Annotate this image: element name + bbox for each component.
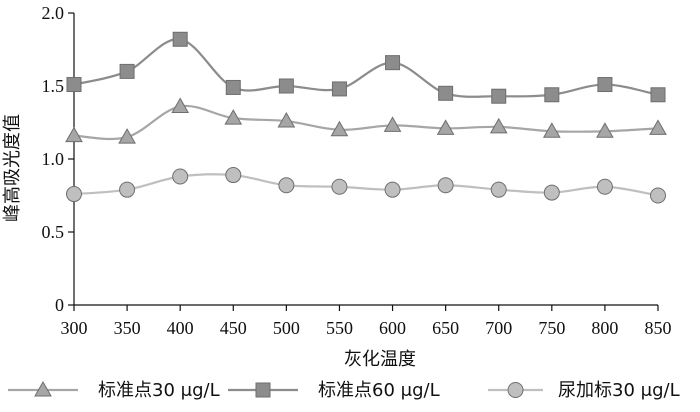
data-point-square — [331, 81, 347, 97]
x-tick-label: 450 — [220, 318, 247, 338]
data-point-triangle — [436, 119, 455, 135]
series-3 — [66, 167, 666, 204]
data-point-circle — [331, 178, 348, 195]
data-point-circle — [278, 177, 295, 194]
x-axis-title: 灰化温度 — [344, 349, 416, 370]
data-point-triangle — [330, 120, 349, 137]
legend-label: 尿加标30 μg/L — [558, 380, 680, 401]
data-point-triangle — [596, 122, 614, 138]
y-axis-title: 峰高吸光度值 — [2, 114, 23, 222]
legend-label: 标准点60 μg/L — [318, 380, 440, 401]
series-line — [73, 173, 659, 197]
data-point-triangle — [118, 128, 136, 144]
data-point-square — [119, 63, 135, 79]
series-2 — [66, 31, 666, 104]
x-tick-label: 350 — [114, 318, 141, 338]
series-1 — [65, 97, 667, 144]
data-point-square — [597, 77, 613, 93]
legend-item: 标准点60 μg/L — [228, 380, 440, 401]
legend-marker-triangle — [34, 380, 52, 397]
legend: 标准点30 μg/L 标准点60 μg/L 尿加标30 μg/L — [8, 380, 680, 401]
data-point-triangle — [649, 119, 667, 135]
data-point-triangle — [65, 126, 83, 143]
x-tick-label: 300 — [61, 318, 88, 338]
y-tick-label: 1.0 — [42, 149, 65, 169]
x-tick-label: 700 — [485, 318, 512, 338]
data-point-circle — [66, 186, 82, 203]
data-point-square — [66, 77, 82, 93]
data-point-circle — [119, 181, 136, 198]
data-point-circle — [225, 167, 242, 184]
x-tick-label: 800 — [591, 318, 618, 338]
data-point-triangle — [383, 116, 402, 132]
data-point-square — [278, 78, 294, 94]
x-tick-label: 600 — [379, 318, 406, 338]
y-tick-label: 0 — [55, 295, 64, 315]
legend-item: 标准点30 μg/L — [8, 380, 220, 401]
data-point-square — [172, 31, 188, 47]
data-point-circle — [596, 178, 613, 195]
data-point-circle — [172, 168, 189, 185]
x-tick-label: 500 — [273, 318, 300, 338]
data-point-circle — [437, 177, 454, 194]
x-axis: 300 350 400 450 500 550 600 650 700 750 800 850 — [61, 304, 672, 338]
legend-item: 尿加标30 μg/L — [488, 380, 680, 401]
data-point-square — [544, 87, 560, 103]
series-line — [73, 104, 659, 141]
data-point-triangle — [171, 97, 190, 113]
legend-marker-circle — [507, 382, 524, 398]
data-point-square — [491, 88, 507, 104]
data-point-circle — [650, 187, 666, 204]
data-point-triangle — [277, 112, 296, 128]
data-point-square — [650, 87, 666, 103]
y-tick-label: 1.5 — [42, 76, 65, 96]
legend-label: 标准点30 μg/L — [98, 380, 220, 401]
data-point-triangle — [489, 117, 508, 134]
data-point-square — [438, 85, 454, 101]
x-tick-label: 850 — [645, 318, 672, 338]
legend-marker-square — [255, 382, 271, 398]
y-tick-label: 2.0 — [42, 3, 65, 23]
x-tick-label: 400 — [167, 318, 194, 338]
series-line — [73, 38, 659, 98]
data-point-square — [225, 79, 241, 95]
series-layer — [65, 31, 667, 204]
y-axis: 0 0.5 1.0 1.5 2.0 — [42, 3, 75, 315]
data-point-circle — [384, 181, 401, 198]
x-tick-label: 750 — [538, 318, 565, 338]
data-point-square — [385, 55, 401, 71]
data-point-triangle — [224, 109, 243, 125]
x-tick-label: 650 — [432, 318, 459, 338]
y-tick-label: 0.5 — [42, 222, 65, 242]
data-point-circle — [543, 184, 560, 201]
data-point-triangle — [542, 122, 561, 138]
x-tick-label: 550 — [326, 318, 353, 338]
data-point-circle — [490, 181, 507, 198]
